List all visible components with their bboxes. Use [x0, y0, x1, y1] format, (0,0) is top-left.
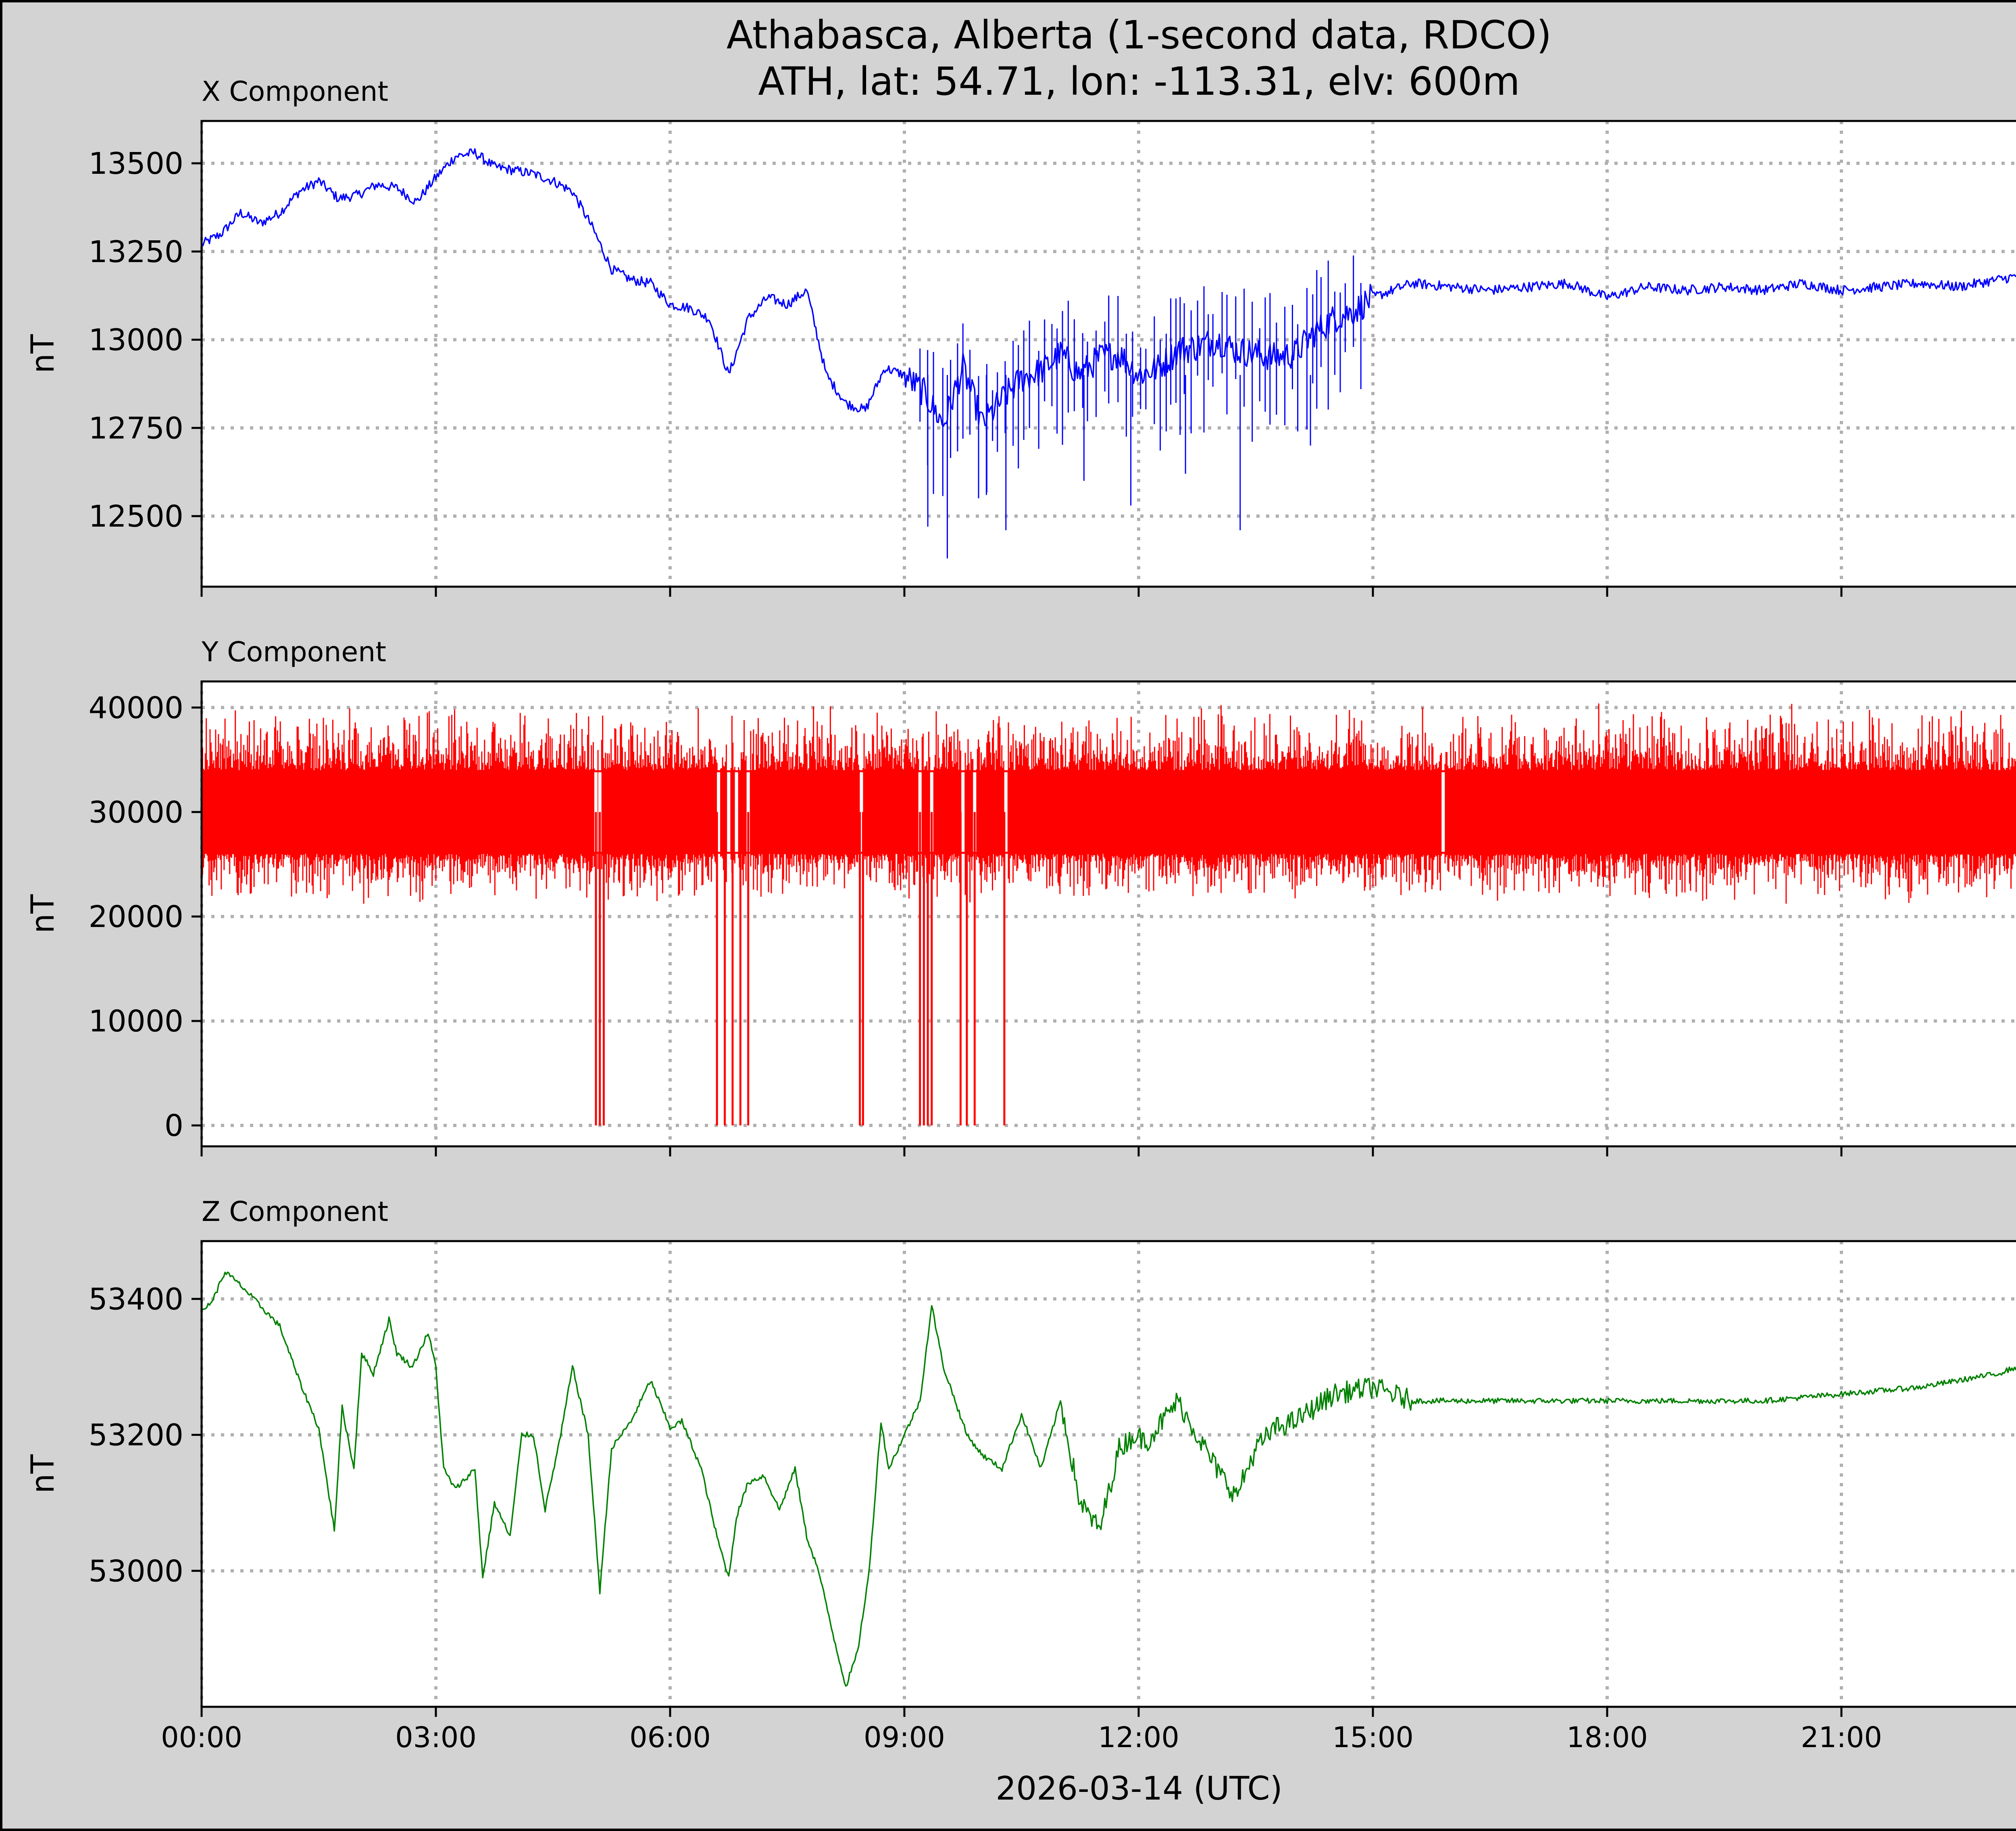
- series-gap: [1441, 772, 1445, 852]
- series-gap: [735, 772, 738, 852]
- series-group: [202, 1271, 2016, 1687]
- x-tick-label: 03:00: [395, 1721, 477, 1754]
- panels: 12500 12750 13000 13250 13500 X Component nT 0 1…: [25, 76, 2016, 1754]
- y-tick-label: 40000: [89, 691, 183, 725]
- series-dropouts: [595, 812, 1006, 1126]
- y-tick-label: 0: [165, 1108, 183, 1143]
- panel-title: Z Component: [202, 1196, 388, 1228]
- y-tick-label: 20000: [89, 900, 183, 934]
- series-line: [202, 148, 2016, 427]
- x-axis-label: 2026-03-14 (UTC): [996, 1770, 1282, 1807]
- series-gap: [746, 772, 750, 852]
- panel-y-component: 0 10000 20000 30000 40000 Y Component nT: [25, 636, 2016, 1156]
- figure-title-line1: Athabasca, Alberta (1-second data, RDCO): [727, 12, 1552, 58]
- y-tick-label: 13000: [89, 323, 183, 358]
- y-tick-label: 53400: [89, 1282, 183, 1316]
- series-gap: [860, 772, 863, 852]
- x-tick-label: 15:00: [1332, 1721, 1414, 1754]
- y-tick-label: 53200: [89, 1418, 183, 1453]
- series-gap: [961, 772, 965, 852]
- x-tick-label: 12:00: [1098, 1721, 1179, 1754]
- panel-z-component: 00:00 03:00 06:00 09:00 12:00 15:00 18:00 21:00…: [25, 1196, 2016, 1754]
- y-axis-label: nT: [25, 334, 61, 373]
- x-tick-label: 09:00: [864, 1721, 945, 1754]
- series-gap: [973, 772, 977, 852]
- y-tick-label: 30000: [89, 795, 183, 830]
- x-tick-label: 18:00: [1566, 1721, 1648, 1754]
- x-tick-label: 06:00: [629, 1721, 711, 1754]
- plot-area: [202, 1241, 2016, 1707]
- panel-title: Y Component: [201, 636, 386, 668]
- series-gap: [930, 772, 933, 852]
- x-tick-label: 21:00: [1801, 1721, 1882, 1754]
- series-gap: [717, 772, 721, 852]
- series-gap: [918, 772, 922, 852]
- y-tick-label: 12500: [89, 499, 183, 534]
- x-tick-label: 00:00: [161, 1721, 242, 1754]
- series-gap: [1004, 772, 1008, 852]
- series-group: [202, 703, 2016, 1126]
- series-noise: [202, 703, 2016, 904]
- series-gap: [727, 772, 731, 852]
- y-tick-label: 53000: [89, 1554, 183, 1589]
- series-gap: [598, 772, 602, 852]
- series-gap: [594, 772, 598, 852]
- y-tick-label: 13500: [89, 146, 183, 181]
- series-line: [202, 1271, 2016, 1687]
- y-tick-label: 13250: [89, 235, 183, 269]
- figure-title-line2: ATH, lat: 54.71, lon: -113.31, elv: 600m: [758, 59, 1520, 104]
- panel-title: X Component: [202, 76, 388, 108]
- y-tick-label: 10000: [89, 1004, 183, 1039]
- y-axis-label: nT: [25, 894, 61, 933]
- panel-x-component: 12500 12750 13000 13250 13500 X Component nT: [25, 76, 2016, 597]
- series-group: [202, 148, 2016, 558]
- y-axis-label: nT: [25, 1454, 61, 1494]
- y-tick-label: 12750: [89, 411, 183, 446]
- series-spikes: [919, 255, 1362, 558]
